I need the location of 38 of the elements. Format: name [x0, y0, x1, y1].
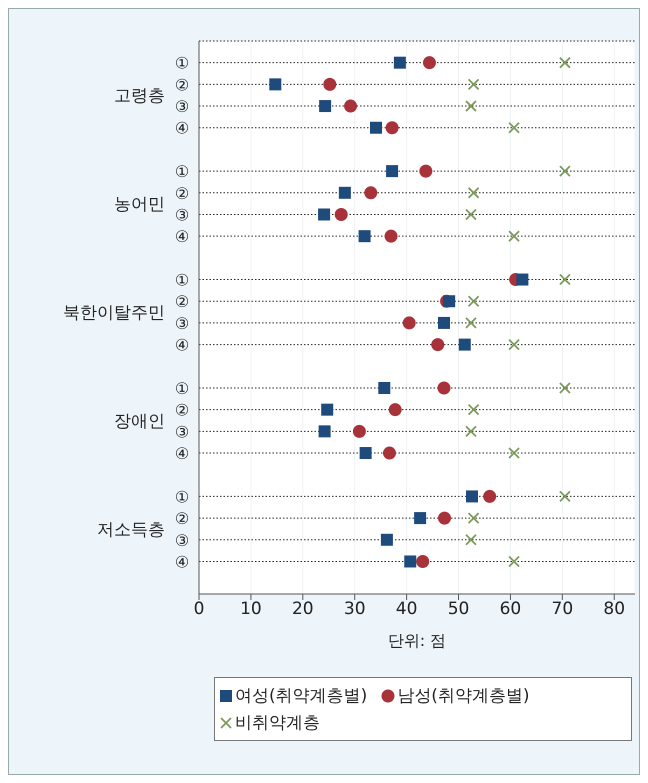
y-tick-label: ③ [174, 530, 190, 550]
y-tick-label: ① [174, 378, 190, 398]
x-tick-label: 10 [240, 599, 262, 620]
y-tick-label: ③ [174, 314, 190, 333]
y-tick-label: ④ [174, 444, 190, 464]
legend-label: 비취약계층 [234, 712, 320, 734]
x-tick-label: 40 [396, 599, 418, 620]
y-tick-label: ② [174, 509, 190, 528]
x-tick-label: 80 [603, 599, 626, 620]
text: 장애인 [114, 412, 165, 432]
y-tick-label: ④ [174, 118, 190, 138]
y-tick-label: ④ [174, 552, 190, 572]
x-tick-label: 30 [344, 599, 366, 620]
y-tick-label: ② [174, 292, 190, 312]
x-tick-label: 20 [292, 599, 314, 620]
x-tick-label: 50 [448, 599, 470, 620]
text: 북한이탈주민 [63, 303, 165, 324]
y-tick-label: ① [174, 162, 190, 182]
y-tick-label: ① [174, 54, 190, 73]
y-tick-label: ③ [174, 97, 190, 116]
y-tick-label: ④ [174, 227, 190, 246]
x-tick-label: 60 [500, 599, 522, 620]
y-tick-label: ④ [174, 336, 190, 355]
y-tick-label: ② [174, 400, 190, 420]
y-tick-label: ① [174, 270, 190, 290]
x-tick-label: 70 [552, 599, 574, 620]
text: 저소득층 [97, 520, 165, 540]
x-axis-title: 단위: 점 [388, 631, 446, 650]
x-tick-label: 0 [194, 599, 204, 620]
y-tick-label: ② [174, 184, 190, 203]
y-tick-label: ③ [174, 205, 190, 224]
y-tick-label: ③ [174, 422, 190, 442]
text: 고령층 [114, 86, 165, 106]
text: 농어민 [114, 194, 165, 215]
legend-label: 여성(취약계층별) [234, 685, 368, 707]
legend-label: 남성(취약계층별) [396, 685, 530, 707]
y-tick-label: ① [174, 487, 190, 506]
y-tick-label: ② [174, 75, 190, 94]
